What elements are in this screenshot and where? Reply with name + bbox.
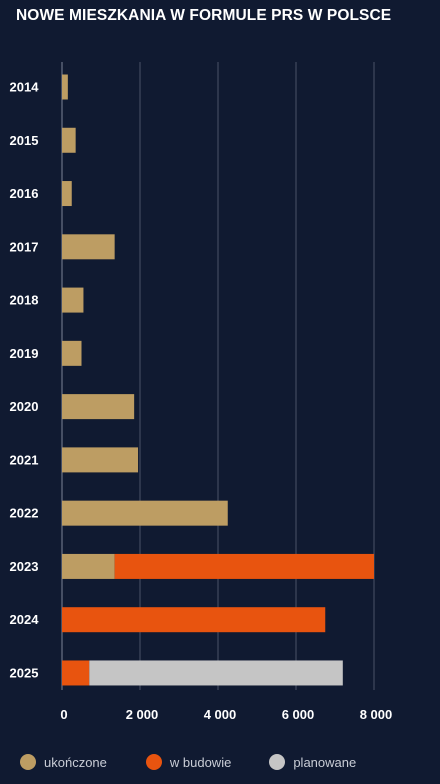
year-label-2022: 2022 (10, 506, 39, 521)
bar-2025-w-budowie (62, 660, 90, 686)
gridlines (61, 62, 375, 690)
legend-label-planowane: planowane (293, 754, 357, 770)
year-label-2016: 2016 (10, 186, 39, 201)
x-tick-label: 8 000 (360, 707, 393, 722)
chart-title: NOWE MIESZKANIA W FORMULE PRS W POLSCE (16, 7, 392, 24)
bar-2024-w-budowie (62, 607, 326, 633)
year-label-2019: 2019 (10, 346, 39, 361)
bar-2016-ukonczone (62, 181, 72, 207)
legend-label-ukonczone: ukończone (44, 754, 107, 770)
legend: ukończone w budowie planowane (20, 754, 356, 770)
year-label-2025: 2025 (10, 665, 39, 680)
year-label-2020: 2020 (10, 399, 39, 414)
legend-label-w-budowie: w budowie (169, 754, 232, 770)
bar-2020-ukonczone (62, 394, 135, 420)
bar-2015-ukonczone (62, 127, 76, 153)
bar-2019-ukonczone (62, 340, 82, 366)
year-label-2023: 2023 (10, 559, 39, 574)
bar-chart: 2014 2015 2016 2017 2018 2019 2020 2021 2022 2023… (10, 62, 392, 722)
year-labels: 2014 2015 2016 2017 2018 2019 2020 2021 2022 2023… (10, 80, 40, 681)
x-tick-label: 0 (60, 707, 67, 722)
bar-2018-ukonczone (62, 287, 84, 313)
year-label-2021: 2021 (10, 452, 39, 467)
bar-2014-ukonczone (62, 74, 68, 100)
bar-2023-ukonczone (62, 553, 115, 579)
legend-swatch-w-budowie (145, 754, 162, 770)
legend-item-w-budowie: w budowie (145, 754, 232, 770)
year-label-2015: 2015 (10, 133, 39, 148)
bars (62, 74, 375, 686)
x-tick-label: 6 000 (282, 707, 315, 722)
x-tick-label: 2 000 (126, 707, 159, 722)
bar-2022-ukonczone (62, 500, 228, 526)
x-tick-label: 4 000 (204, 707, 237, 722)
bar-2017-ukonczone (62, 234, 115, 260)
year-label-2017: 2017 (10, 239, 39, 254)
bar-2025-planowane (89, 660, 343, 686)
legend-item-planowane: planowane (269, 754, 356, 770)
year-label-2014: 2014 (10, 80, 40, 95)
year-label-2018: 2018 (10, 293, 39, 308)
legend-swatch-ukonczone (20, 754, 36, 770)
x-tick-labels: 0 2 000 4 000 6 000 8 000 (60, 707, 392, 722)
year-label-2024: 2024 (10, 612, 40, 627)
bar-2023-w-budowie (114, 553, 375, 579)
bar-2021-ukonczone (62, 447, 139, 473)
legend-item-ukonczone: ukończone (20, 754, 107, 770)
legend-swatch-planowane (269, 754, 286, 770)
